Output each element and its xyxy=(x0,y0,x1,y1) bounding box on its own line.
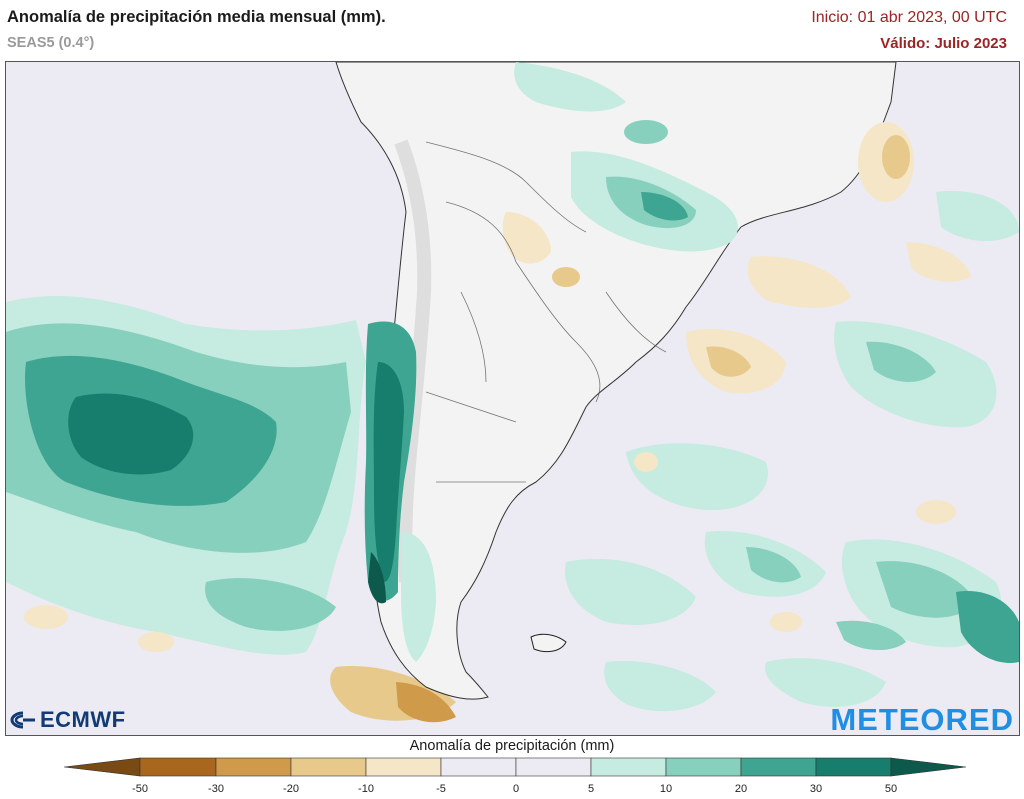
init-time: Inicio: 01 abr 2023, 00 UTC xyxy=(811,9,1007,26)
colorbar xyxy=(64,757,967,777)
colorbar-segment xyxy=(740,757,817,777)
model-label: SEAS5 (0.4°) xyxy=(7,35,95,51)
colorbar-title: Anomalía de precipitación (mm) xyxy=(409,738,615,754)
tick-label: -5 xyxy=(436,783,446,795)
south-america-landmass xyxy=(335,62,897,700)
valid-period: Válido: Julio 2023 xyxy=(880,35,1007,52)
meteored-logo: METEORED xyxy=(830,702,1014,737)
colorbar-segment xyxy=(215,757,292,777)
map-title: Anomalía de precipitación media mensual … xyxy=(7,8,386,26)
colorbar-segment xyxy=(890,757,967,777)
colorbar-segment xyxy=(665,757,742,777)
colorbar-segment xyxy=(290,757,367,777)
precipitation-anomaly-map xyxy=(6,62,1019,735)
tick-label: -30 xyxy=(208,783,224,795)
tick-label: 30 xyxy=(809,783,823,795)
ecmwf-logo: ECMWF xyxy=(9,707,126,733)
map-panel xyxy=(5,61,1020,736)
colorbar-segment xyxy=(365,757,442,777)
tick-label: 5 xyxy=(587,783,595,795)
tick-label: 20 xyxy=(734,783,748,795)
tick-label: 50 xyxy=(884,783,898,795)
ecmwf-mark-icon xyxy=(10,711,35,729)
tick-label: 10 xyxy=(659,783,673,795)
colorbar-segment xyxy=(440,757,517,777)
ecmwf-logo-text: ECMWF xyxy=(40,707,126,732)
tick-label: 0 xyxy=(512,783,520,795)
colorbar-segment xyxy=(815,757,892,777)
tick-label: -50 xyxy=(132,783,148,795)
colorbar-segment xyxy=(515,757,592,777)
tick-label: -10 xyxy=(358,783,374,795)
colorbar-ticks: -50 -30 -20 -10 -5 0 5 10 20 30 50 xyxy=(0,783,1024,799)
colorbar-segment xyxy=(139,757,217,777)
colorbar-segment xyxy=(590,757,667,777)
colorbar-segment xyxy=(64,757,141,777)
tick-label: -20 xyxy=(283,783,299,795)
